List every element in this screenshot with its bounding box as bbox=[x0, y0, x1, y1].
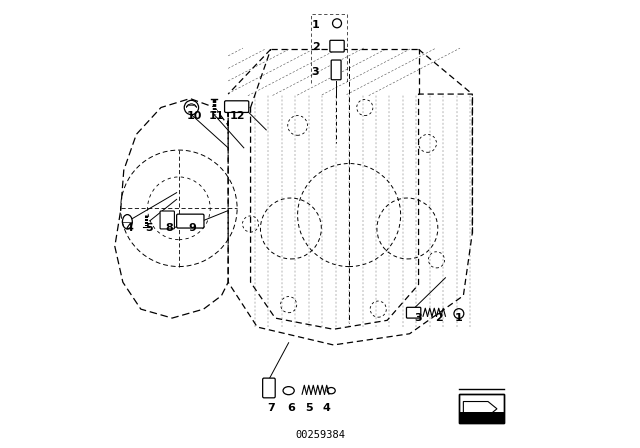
Text: 5: 5 bbox=[305, 403, 312, 413]
Text: 1: 1 bbox=[455, 313, 463, 323]
Text: 8: 8 bbox=[165, 224, 173, 233]
Text: 7: 7 bbox=[267, 403, 275, 413]
FancyBboxPatch shape bbox=[225, 101, 249, 112]
Text: 12: 12 bbox=[229, 112, 245, 121]
FancyBboxPatch shape bbox=[406, 307, 421, 318]
Text: 9: 9 bbox=[188, 224, 196, 233]
Text: 5: 5 bbox=[145, 224, 153, 233]
Text: 2: 2 bbox=[435, 313, 443, 323]
Polygon shape bbox=[463, 401, 497, 416]
Bar bbox=[459, 394, 504, 423]
Text: 4: 4 bbox=[323, 403, 331, 413]
Text: 1: 1 bbox=[312, 20, 319, 30]
Text: 11: 11 bbox=[208, 112, 224, 121]
Text: 00259384: 00259384 bbox=[295, 431, 345, 440]
Text: 4: 4 bbox=[125, 224, 134, 233]
FancyBboxPatch shape bbox=[262, 378, 275, 398]
Text: 6: 6 bbox=[287, 403, 295, 413]
FancyBboxPatch shape bbox=[330, 40, 344, 52]
Text: 2: 2 bbox=[312, 42, 319, 52]
Bar bbox=[459, 412, 504, 423]
Text: 3: 3 bbox=[415, 313, 422, 323]
FancyBboxPatch shape bbox=[177, 214, 204, 228]
Text: 10: 10 bbox=[187, 112, 202, 121]
Bar bbox=[459, 394, 504, 423]
FancyBboxPatch shape bbox=[160, 211, 174, 229]
FancyBboxPatch shape bbox=[332, 60, 341, 80]
Text: 3: 3 bbox=[312, 67, 319, 77]
